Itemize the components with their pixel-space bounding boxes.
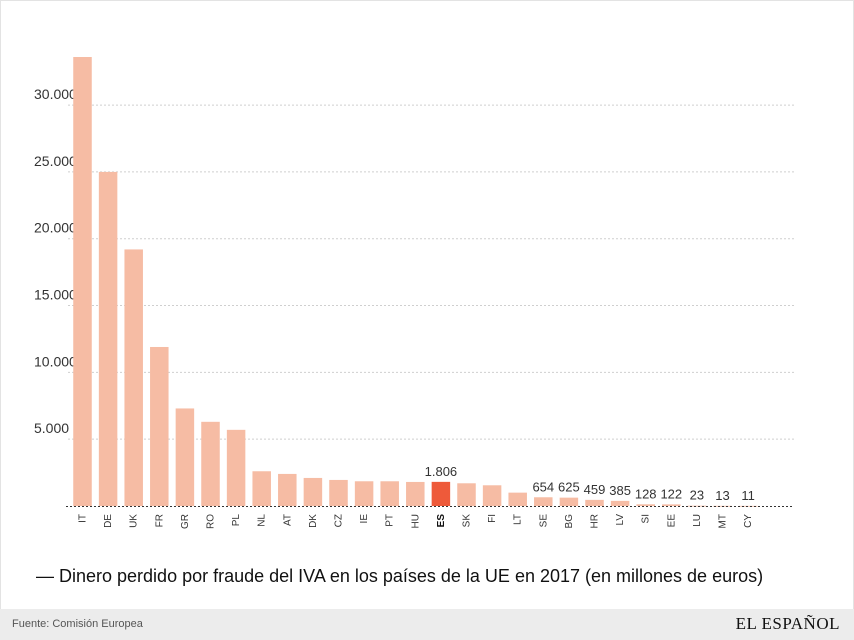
data-label: 122 — [660, 486, 682, 501]
bar — [508, 492, 527, 506]
data-label: 385 — [609, 483, 631, 498]
y-tick-label: 25.000 — [34, 153, 77, 169]
y-tick-label: 30.000 — [34, 86, 77, 102]
x-tick-label: IT — [78, 514, 89, 523]
x-tick-label: BG — [564, 514, 575, 529]
bar — [534, 497, 553, 506]
x-tick-label: CZ — [334, 514, 345, 527]
bar — [252, 471, 271, 506]
bar — [329, 479, 348, 506]
data-label: 11 — [741, 488, 755, 503]
brand-logo: EL ESPAÑOL — [735, 614, 840, 633]
chart-legend: — Dinero perdido por fraude del IVA en l… — [36, 566, 763, 587]
bar — [585, 499, 604, 506]
bar — [175, 408, 195, 506]
x-tick-label: MT — [718, 514, 729, 528]
x-tick-label: EE — [666, 514, 677, 528]
bar — [457, 483, 476, 506]
bar — [73, 57, 92, 506]
bar — [278, 473, 297, 506]
x-tick-label: ES — [436, 514, 447, 528]
bar — [610, 500, 630, 506]
x-tick-label: SI — [641, 514, 652, 523]
x-tick-label: GR — [180, 514, 191, 529]
bar — [98, 171, 118, 507]
x-tick-label: IE — [359, 514, 370, 524]
x-tick-label: RO — [206, 514, 217, 529]
x-tick-label: AT — [282, 514, 293, 526]
data-label: 1.806 — [425, 464, 458, 479]
x-tick-label: FR — [154, 514, 165, 527]
bar — [482, 485, 502, 506]
x-tick-label: CY — [743, 514, 754, 528]
bar — [636, 504, 655, 506]
data-label: 23 — [690, 488, 704, 503]
x-tick-label: PT — [385, 514, 396, 527]
x-tick-label: SK — [462, 514, 473, 528]
x-tick-label: PL — [231, 514, 242, 527]
x-tick-label: HR — [590, 514, 601, 528]
data-label: 654 — [532, 479, 554, 494]
x-tick-label: SE — [538, 514, 549, 528]
x-tick-label: DE — [103, 514, 114, 528]
bar — [687, 505, 707, 507]
y-tick-label: 5.000 — [34, 420, 69, 436]
bar — [201, 421, 220, 506]
bar — [380, 481, 399, 506]
y-tick-label: 10.000 — [34, 353, 77, 369]
legend-text: — Dinero perdido por fraude del IVA en l… — [36, 566, 764, 586]
y-tick-label: 15.000 — [34, 287, 77, 303]
x-tick-label: NL — [257, 514, 268, 527]
bar — [738, 505, 758, 507]
x-tick-label: FI — [487, 514, 498, 523]
x-tick-label: HU — [410, 514, 421, 528]
bar — [559, 497, 579, 506]
source-note: Fuente: Comisión Europea — [12, 618, 143, 630]
bar — [150, 346, 169, 506]
bar — [354, 481, 374, 506]
y-tick-label: 20.000 — [34, 220, 77, 236]
x-tick-label: LU — [692, 514, 703, 527]
data-label: 13 — [715, 488, 729, 503]
footer-bar: Fuente: Comisión Europea EL ESPAÑOL — [0, 609, 854, 640]
bar — [303, 477, 323, 506]
bar-chart: 5.000 10.000 15.000 20.000 25.000 30.000 IT DE U… — [34, 57, 794, 529]
bar — [662, 504, 681, 506]
x-tick-label: UK — [129, 514, 140, 528]
bar — [431, 481, 451, 506]
x-tick-label: LV — [615, 514, 626, 526]
bar — [124, 249, 143, 506]
bar — [226, 429, 246, 506]
data-label: 625 — [558, 480, 580, 495]
data-label: 128 — [635, 486, 657, 501]
bar — [406, 481, 425, 506]
x-tick-label: LT — [513, 514, 524, 525]
data-label: 459 — [584, 482, 606, 497]
x-tick-label: DK — [308, 514, 319, 528]
